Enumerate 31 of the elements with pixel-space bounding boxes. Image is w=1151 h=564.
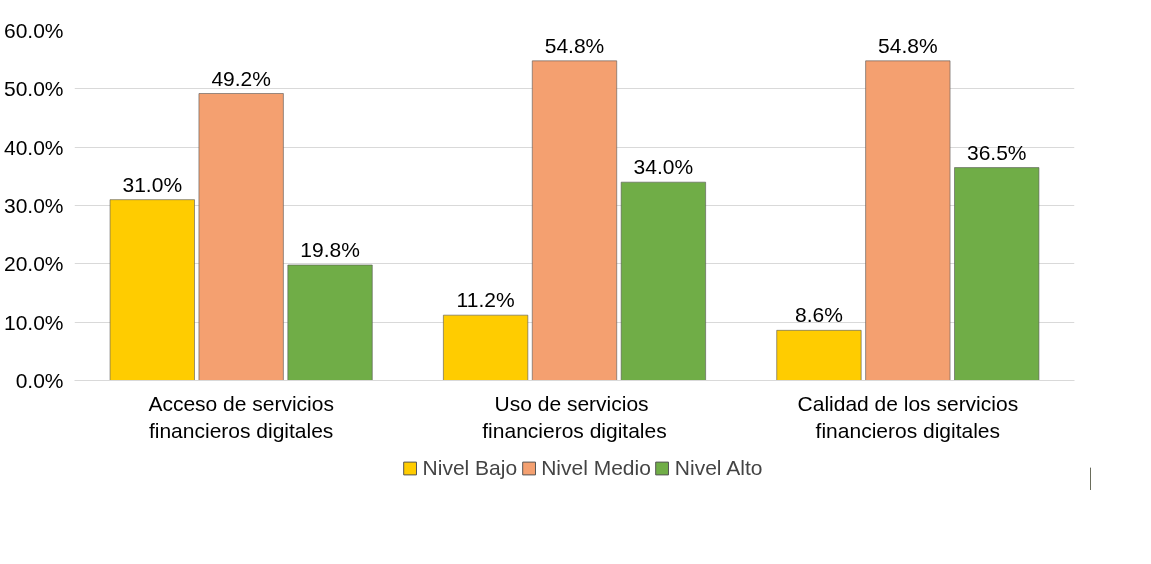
bar	[620, 181, 706, 381]
data-label: 54.8%	[544, 33, 605, 57]
bar	[443, 314, 529, 381]
data-label: 49.2%	[211, 66, 271, 90]
bar	[954, 167, 1040, 381]
legend-label: Nivel Medio	[541, 455, 651, 480]
x-tick-label: Uso de servicios financieros digitales	[482, 391, 667, 443]
bar	[865, 60, 951, 381]
data-label: 11.2%	[456, 288, 515, 312]
data-label: 54.8%	[878, 33, 938, 57]
y-tick-label: 60.0%	[3, 19, 64, 42]
bar	[109, 199, 195, 381]
x-tick-label: Calidad de los servicios financieros digitales	[797, 391, 1019, 443]
data-label: 36.5%	[966, 140, 1027, 164]
bar	[198, 93, 284, 381]
y-tick-label: 10.0%	[3, 310, 64, 334]
data-label: 34.0%	[633, 155, 694, 179]
legend-label: Nivel Bajo	[422, 455, 518, 480]
x-tick-label: Acceso de servicios financieros digitales	[148, 391, 334, 443]
data-label: 19.8%	[300, 238, 360, 261]
y-tick-label: 40.0%	[3, 135, 64, 159]
bar	[776, 330, 862, 381]
data-label: 31.0%	[122, 172, 183, 196]
bar	[531, 60, 618, 381]
y-tick-label: 50.0%	[3, 77, 64, 101]
y-tick-label: 30.0%	[3, 194, 64, 217]
data-label: 8.6%	[795, 303, 843, 327]
y-tick-label: 0.0%	[15, 369, 64, 392]
y-tick-label: 20.0%	[3, 252, 64, 276]
bar	[287, 264, 373, 381]
legend-label: Nivel Alto	[674, 455, 763, 480]
